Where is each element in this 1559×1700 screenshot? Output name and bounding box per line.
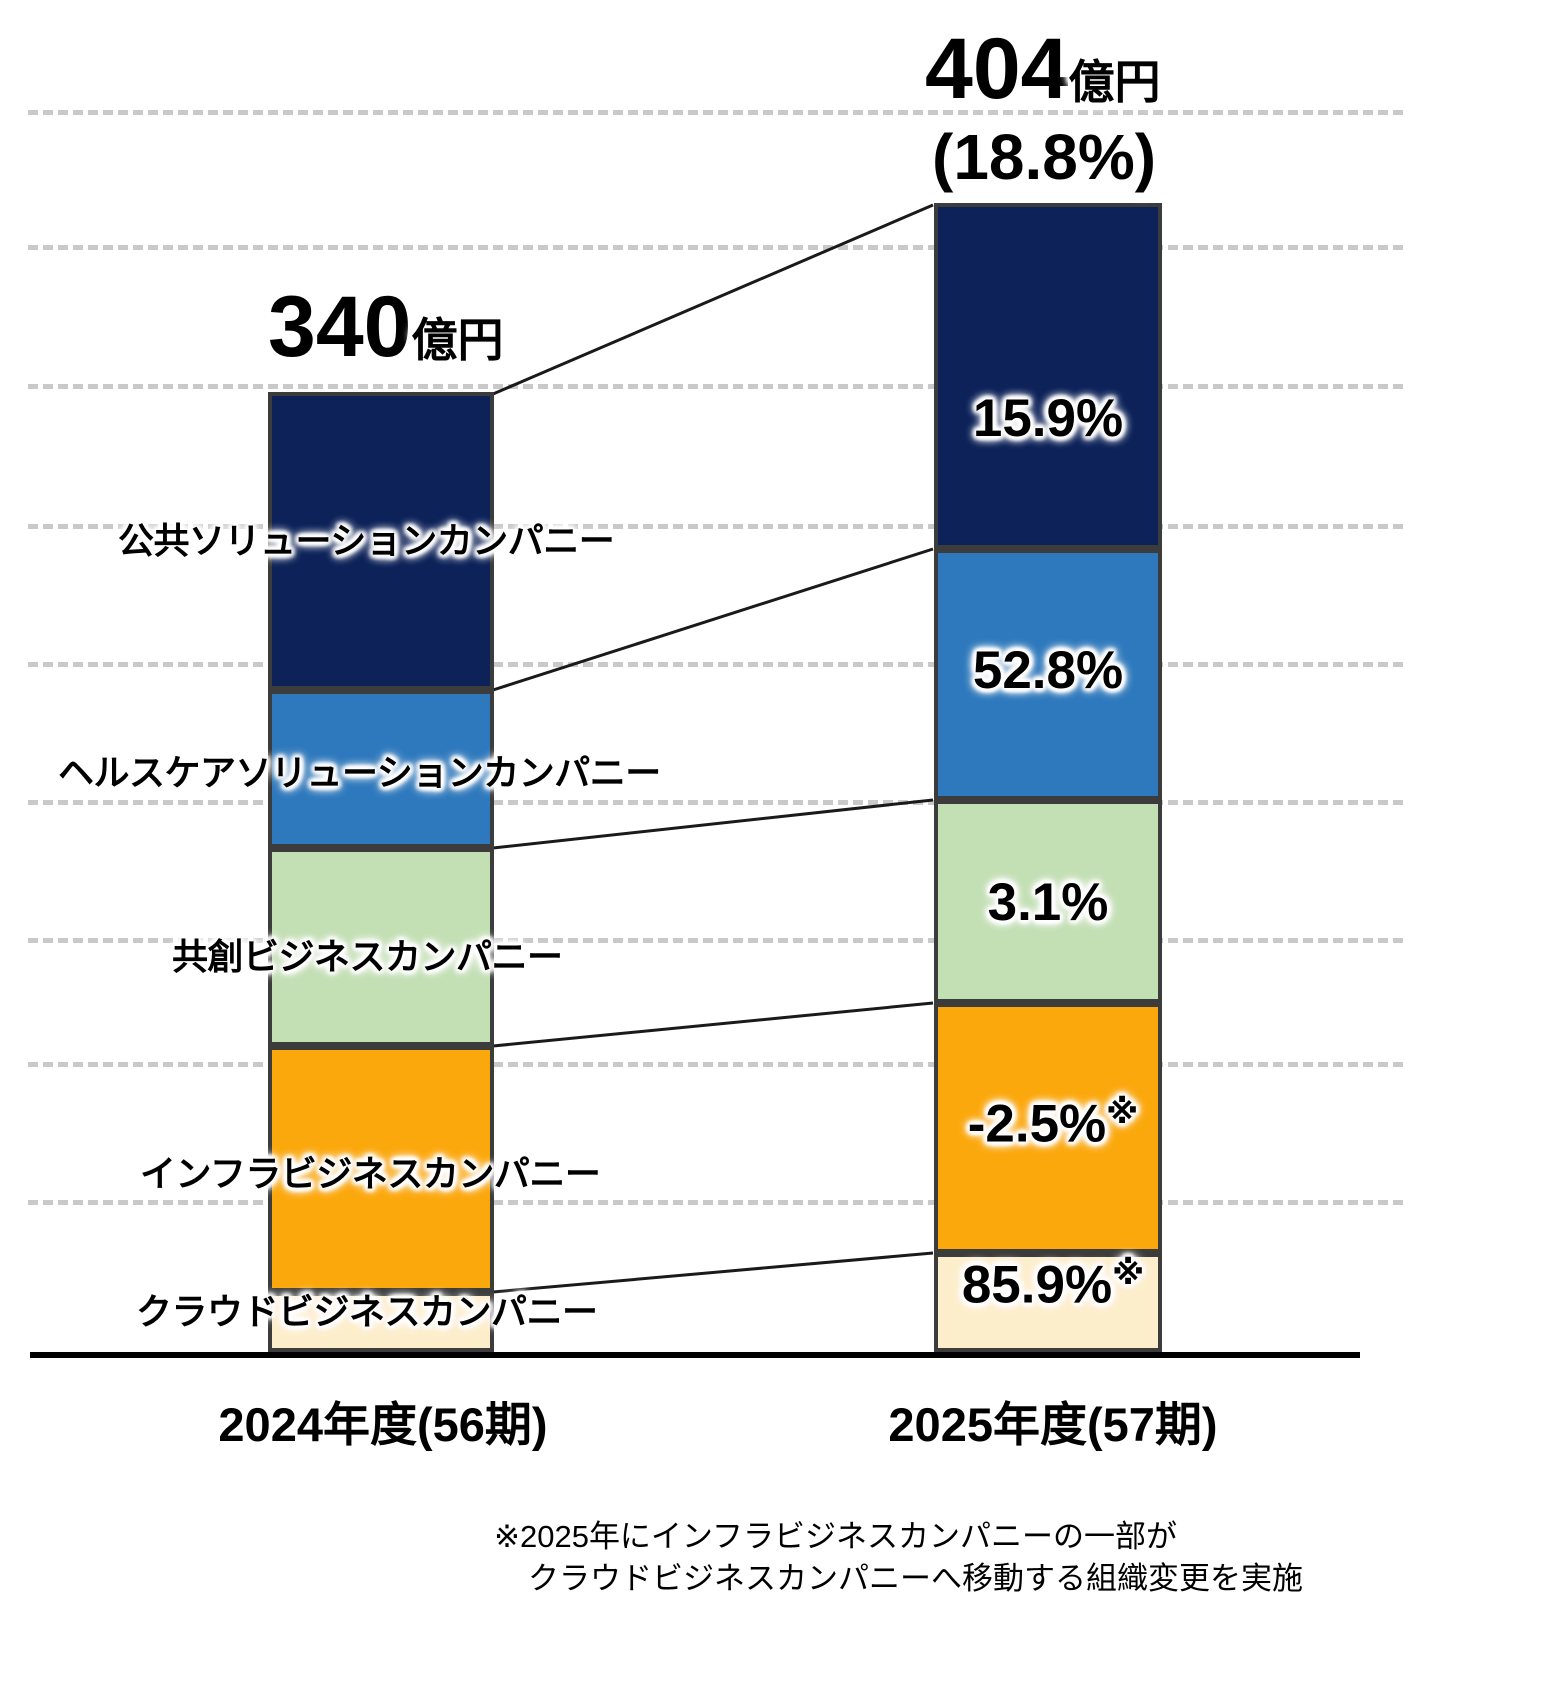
growth-infra-value: -2.5% (967, 1094, 1107, 1154)
gridline (28, 800, 1403, 805)
total-unit-2024: 億円 (411, 314, 504, 366)
gridline (28, 662, 1403, 667)
bar-2024[interactable] (268, 392, 494, 1352)
bar-segment-cloud-2024[interactable] (268, 1292, 494, 1352)
total-unit-2025: 億円 (1068, 56, 1161, 108)
bar-segment-infra-2024[interactable] (268, 1046, 494, 1292)
footnote-mark-infra: ※ (1106, 1093, 1139, 1130)
bar-2025[interactable] (934, 203, 1162, 1352)
gridline (28, 384, 1403, 389)
gridline (28, 245, 1403, 250)
growth-infra-2025: -2.5%※ (934, 1092, 1172, 1155)
growth-cocreation-value: 3.1% (987, 873, 1109, 932)
bar-segment-public-2025[interactable] (934, 203, 1162, 549)
category-label-2025: 2025年度(57期) (888, 1398, 1218, 1451)
bar-segment-healthcare-2024[interactable] (268, 690, 494, 848)
segment-label-cocreation: 共創ビジネスカンパニー (172, 936, 563, 977)
growth-public-value: 15.9% (972, 389, 1124, 448)
bar-segment-cloud-2025[interactable] (934, 1253, 1162, 1352)
segment-label-infra: インフラビジネスカンパニー (140, 1153, 601, 1194)
gridline (28, 938, 1403, 943)
growth-healthcare-2025: 52.8% (934, 640, 1162, 701)
growth-cocreation-2025: 3.1% (934, 872, 1162, 933)
footnote-line-2: クラウドビジネスカンパニーへ移動する組織変更を実施 (528, 1561, 1303, 1596)
footnote-mark-cloud: ※ (1112, 1254, 1145, 1291)
gridline (28, 1200, 1403, 1205)
bar-segment-cocreation-2024[interactable] (268, 848, 494, 1046)
segment-label-public: 公共ソリューションカンパニー (118, 520, 615, 561)
growth-cloud-value: 85.9% (961, 1255, 1113, 1315)
total-growth-2025: (18.8%) (932, 121, 1157, 193)
bar-segment-healthcare-2025[interactable] (934, 549, 1162, 800)
total-label-2024: 340億円 (268, 278, 504, 377)
total-label-2025: 404億円 (925, 20, 1161, 119)
bar-segment-public-2024[interactable] (268, 392, 494, 690)
total-number-2025: 404 (925, 21, 1069, 117)
growth-healthcare-value: 52.8% (972, 641, 1124, 700)
bar-segment-cocreation-2025[interactable] (934, 800, 1162, 1003)
x-axis-line (30, 1352, 1360, 1358)
segment-label-cloud: クラウドビジネスカンパニー (136, 1291, 598, 1332)
bar-segment-infra-2025[interactable] (934, 1003, 1162, 1253)
footnote-line-1: ※2025年にインフラビジネスカンパニーの一部が (494, 1519, 1178, 1554)
gridline (28, 524, 1403, 529)
growth-cloud-2025: 85.9%※ (934, 1253, 1172, 1316)
category-label-2024: 2024年度(56期) (218, 1398, 548, 1451)
gridline (28, 1062, 1403, 1067)
growth-public-2025: 15.9% (934, 388, 1162, 449)
total-number-2024: 340 (268, 279, 412, 375)
gridline (28, 110, 1403, 115)
segment-label-healthcare: ヘルスケアソリューションカンパニー (58, 752, 661, 793)
